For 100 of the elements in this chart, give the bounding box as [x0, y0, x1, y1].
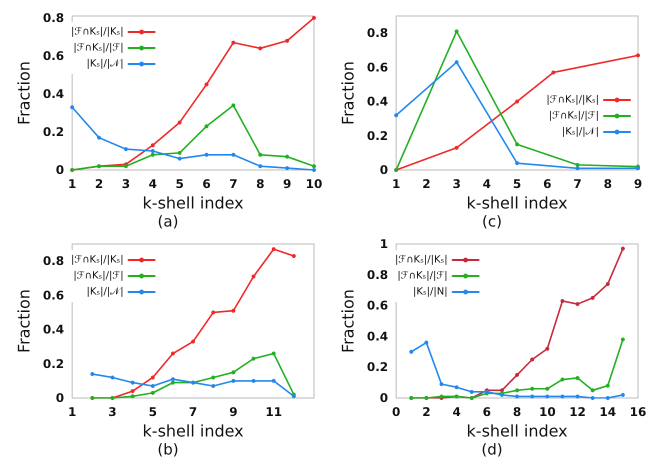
x-tick-label: 4: [452, 405, 461, 419]
point: [576, 302, 580, 306]
x-axis-title: k-shell index: [142, 421, 244, 440]
legend-label: |ℱ∩Kₛ|/|Kₛ|: [394, 254, 448, 266]
point: [312, 168, 316, 172]
point: [231, 40, 236, 45]
x-axis-title: k-shell index: [466, 421, 568, 440]
point: [150, 152, 155, 157]
x-tick-label: 10: [306, 177, 322, 191]
y-axis-title: Fraction: [338, 61, 358, 125]
point: [170, 352, 175, 356]
legend-label: |Kₛ|/|N|: [412, 286, 448, 298]
x-tick-label: 1: [68, 177, 76, 191]
point: [530, 394, 534, 398]
point: [620, 246, 625, 251]
legend-label: |Kₛ|/|𝒩|: [86, 58, 124, 70]
text: (c): [482, 212, 502, 230]
point: [545, 394, 550, 398]
point: [211, 375, 216, 380]
point: [515, 394, 520, 398]
x-tick-label: 16: [630, 405, 646, 419]
point: [515, 372, 520, 377]
point: [258, 46, 262, 50]
point: [560, 298, 564, 303]
x-tick-label: 8: [256, 177, 264, 191]
y-tick-label: 0.4: [42, 322, 64, 337]
text: (b): [157, 440, 179, 458]
point: [606, 384, 610, 388]
x-tick-label: 3: [452, 177, 461, 191]
point: [252, 356, 256, 361]
point: [470, 390, 474, 394]
y-tick-label: 0.2: [366, 128, 388, 143]
point: [70, 105, 74, 110]
point: [231, 308, 236, 313]
point: [590, 396, 595, 400]
point: [636, 53, 640, 58]
legend-label: |ℱ∩Kₛ|/|ℱ|: [548, 110, 599, 122]
y-tick-label: 0.8: [42, 10, 64, 25]
legend-label: |ℱ∩Kₛ|/|ℱ|: [73, 270, 124, 282]
point: [110, 375, 114, 380]
point: [204, 152, 209, 157]
x-tick-label: 12: [569, 405, 586, 419]
y-tick-label: 0.6: [366, 60, 388, 74]
point: [231, 378, 236, 383]
point: [130, 394, 135, 398]
point: [150, 148, 155, 153]
point: [272, 247, 276, 252]
point: [440, 382, 444, 386]
x-tick-label: 9: [229, 405, 238, 419]
y-tick-label: 0.4: [42, 86, 64, 101]
point: [97, 136, 102, 140]
point: [204, 82, 209, 86]
x-tick-label: 10: [538, 405, 556, 419]
point: [515, 388, 520, 392]
point: [545, 346, 550, 351]
point: [560, 378, 564, 382]
x-tick-label: 7: [188, 405, 198, 419]
point: [515, 100, 520, 104]
legend-label: |Kₛ|/|𝒩|: [562, 126, 599, 138]
x-tick-label: 3: [108, 405, 117, 419]
y-tick-label: 0.4: [366, 94, 388, 109]
point: [272, 352, 276, 356]
legend-label: |ℱ∩Kₛ|/|ℱ|: [397, 270, 448, 282]
y-axis-title: Fraction: [338, 289, 358, 353]
y-tick-label: 0: [380, 391, 388, 405]
point: [178, 120, 182, 124]
x-tick-label: 9: [634, 177, 642, 191]
point: [272, 378, 276, 383]
point: [454, 385, 459, 390]
point: [285, 38, 290, 43]
y-tick-label: 0.2: [42, 124, 64, 139]
y-tick-label: 0.2: [366, 360, 388, 374]
point: [530, 386, 534, 391]
y-tick-label: 0.8: [366, 268, 388, 282]
point: [576, 162, 580, 167]
x-tick-label: 8: [512, 405, 522, 419]
point: [515, 161, 520, 166]
x-tick-label: 5: [512, 177, 522, 191]
point: [130, 389, 135, 394]
point: [312, 16, 316, 20]
x-tick-label: 5: [148, 405, 157, 419]
legend-label: |ℱ∩Kₛ|/|Kₛ|: [70, 254, 124, 266]
x-tick-label: 6: [543, 177, 552, 191]
point: [170, 377, 175, 382]
y-tick-label: 0.6: [42, 288, 64, 302]
point: [560, 394, 564, 398]
x-axis-title: k-shell index: [142, 193, 244, 212]
legend-label: |ℱ∩Kₛ|/|Kₛ|: [546, 94, 599, 106]
point: [231, 103, 236, 108]
point: [285, 166, 290, 170]
y-tick-label: 0.8: [366, 26, 388, 40]
x-tick-label: 14: [599, 405, 616, 419]
point: [312, 164, 316, 168]
point: [576, 376, 580, 380]
point: [211, 384, 216, 388]
point: [606, 396, 610, 400]
x-tick-label: 0: [392, 405, 400, 419]
x-tick-label: 11: [265, 405, 282, 419]
point: [530, 358, 534, 362]
legend-label: |ℱ∩Kₛ|/|ℱ|: [73, 42, 124, 54]
